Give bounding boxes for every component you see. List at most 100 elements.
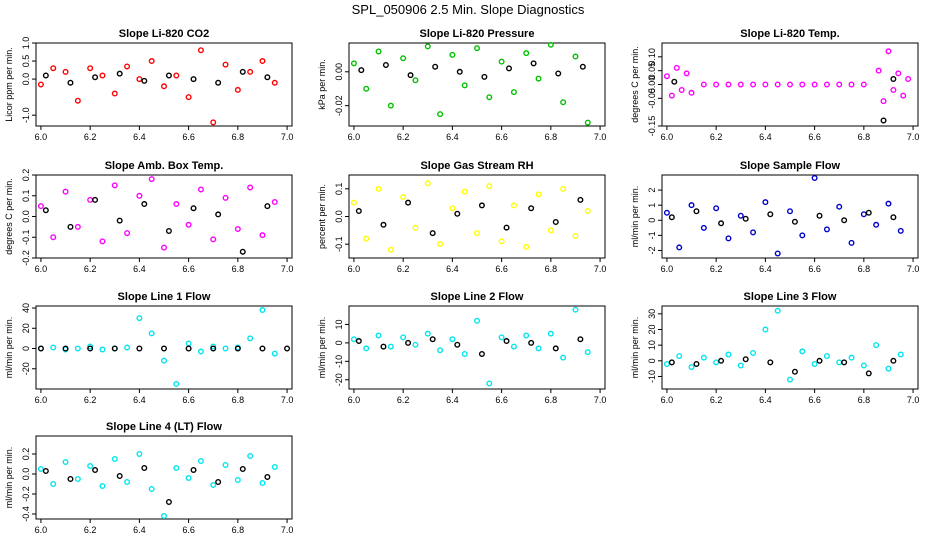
data-point xyxy=(530,60,537,67)
data-point xyxy=(725,235,732,242)
data-point xyxy=(668,359,675,366)
data-point xyxy=(668,92,675,99)
data-point xyxy=(67,223,74,230)
data-point xyxy=(890,357,897,364)
x-tick-label: 6.2 xyxy=(397,264,410,274)
data-point xyxy=(50,65,57,72)
data-point xyxy=(62,345,69,352)
x-tick-label: 6.0 xyxy=(35,264,48,274)
y-tick-label: 0.0 xyxy=(21,210,31,223)
data-point xyxy=(523,243,530,250)
data-point xyxy=(160,244,167,251)
data-point xyxy=(890,75,897,82)
data-point xyxy=(136,315,143,322)
data-point xyxy=(461,82,468,89)
data-point xyxy=(197,186,204,193)
panel-title: Slope Li-820 CO2 xyxy=(119,28,209,40)
x-tick-label: 6.4 xyxy=(446,395,459,405)
data-point xyxy=(688,364,695,371)
panel-10: Slope Line 4 (LT) Flow 6.0 6.2 6.4 6.6 6.8 7.0… xyxy=(4,421,293,535)
data-point xyxy=(173,201,180,208)
data-point xyxy=(136,451,143,458)
panel-title: Slope Amb. Box Temp. xyxy=(105,160,224,172)
x-tick-label: 6.6 xyxy=(182,132,195,142)
figure-title: SPL_050906 2.5 Min. Slope Diagnostics xyxy=(352,2,585,17)
data-point xyxy=(74,476,81,483)
x-tick-label: 6.8 xyxy=(545,132,558,142)
panel-2: Slope Li-820 Pressure 6.0 6.2 6.4 6.6 6.8 7.0 -… xyxy=(317,28,606,142)
y-tick-label: -0.1 xyxy=(21,229,31,245)
y-tick-label: -20 xyxy=(21,362,31,375)
data-point xyxy=(259,232,266,239)
data-point xyxy=(74,223,81,230)
y-tick-label: -2 xyxy=(647,246,657,254)
data-point xyxy=(579,63,586,70)
data-point xyxy=(791,218,798,225)
data-point xyxy=(663,73,670,80)
data-point xyxy=(99,72,106,79)
data-point xyxy=(560,354,567,361)
data-point xyxy=(742,215,749,222)
data-point xyxy=(762,81,769,88)
y-tick-label: 0 xyxy=(647,218,657,223)
data-point xyxy=(222,345,229,352)
data-point xyxy=(387,343,394,350)
data-point xyxy=(811,81,818,88)
data-point xyxy=(62,188,69,195)
y-tick-label: 40 xyxy=(21,303,31,313)
x-tick-label: 7.0 xyxy=(281,132,294,142)
panels-group: Slope Li-820 CO2 6.0 6.2 6.4 6.6 6.8 7.0 -1.0 0.… xyxy=(4,28,919,535)
data-point xyxy=(136,76,143,83)
data-point xyxy=(823,81,830,88)
x-tick-label: 6.0 xyxy=(661,395,674,405)
data-point xyxy=(355,338,362,345)
x-tick-label: 6.2 xyxy=(84,525,97,535)
y-tick-label: 1 xyxy=(647,203,657,208)
data-point xyxy=(737,212,744,219)
data-point xyxy=(750,81,757,88)
data-point xyxy=(239,68,246,75)
data-point xyxy=(506,65,513,72)
data-point xyxy=(215,479,222,486)
data-point xyxy=(836,81,843,88)
y-tick-label: 0.1 xyxy=(334,183,344,196)
data-point xyxy=(816,357,823,364)
data-point xyxy=(486,94,493,101)
data-point xyxy=(148,330,155,337)
data-point xyxy=(92,74,99,81)
data-point xyxy=(823,353,830,360)
data-point xyxy=(190,76,197,83)
data-point xyxy=(503,224,510,231)
data-point xyxy=(461,188,468,195)
data-point xyxy=(454,210,461,217)
panel-title: Slope Sample Flow xyxy=(740,160,841,172)
data-point xyxy=(860,362,867,369)
data-point xyxy=(99,238,106,245)
data-point xyxy=(264,474,271,481)
data-point xyxy=(271,350,278,357)
data-point xyxy=(895,70,902,77)
data-point xyxy=(62,68,69,75)
data-point xyxy=(560,99,567,106)
y-tick-label: -10 xyxy=(647,370,657,383)
data-point xyxy=(875,67,882,74)
x-tick-label: 6.4 xyxy=(133,395,146,405)
data-point xyxy=(535,191,542,198)
data-point xyxy=(197,47,204,54)
data-point xyxy=(449,205,456,212)
data-point xyxy=(742,356,749,363)
data-point xyxy=(363,85,370,92)
data-point xyxy=(449,51,456,58)
data-point xyxy=(584,119,591,126)
data-point xyxy=(380,343,387,350)
data-point xyxy=(363,345,370,352)
data-point xyxy=(407,72,414,79)
data-point xyxy=(676,353,683,360)
data-point xyxy=(503,338,510,345)
x-tick-label: 6.4 xyxy=(133,525,146,535)
x-tick-label: 6.6 xyxy=(808,264,821,274)
data-point xyxy=(42,468,49,475)
panel-title: Slope Li-820 Pressure xyxy=(420,28,535,40)
data-point xyxy=(486,380,493,387)
data-point xyxy=(547,330,554,337)
